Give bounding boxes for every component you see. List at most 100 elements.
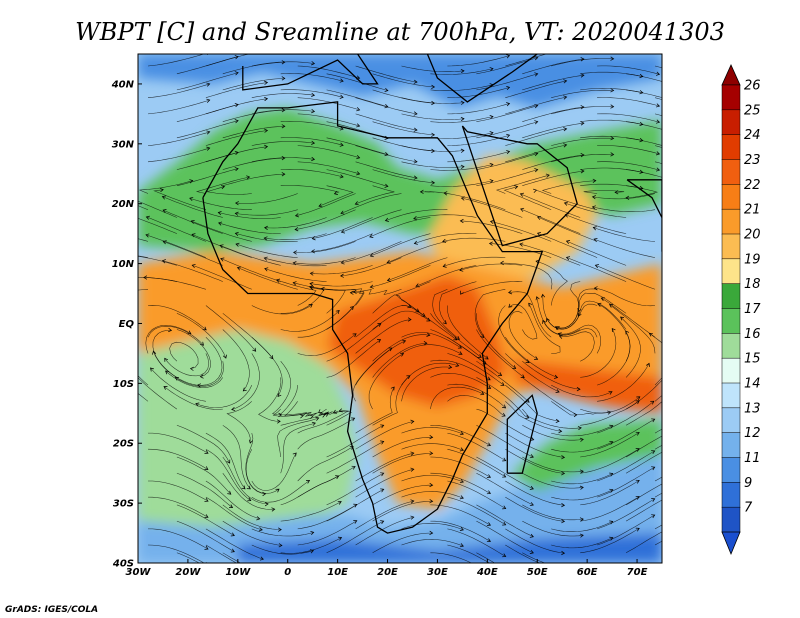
streamline-arrow [528, 302, 533, 307]
streamline [163, 386, 223, 410]
streamline-arrow [519, 242, 524, 247]
streamline [597, 330, 631, 386]
streamline-arrow [305, 480, 311, 484]
streamline-arrow [230, 548, 235, 553]
streamline [341, 241, 402, 264]
streamline [401, 161, 465, 168]
streamline-arrow [460, 116, 465, 122]
streamline-arrow [235, 242, 240, 247]
streamline-arrow [161, 195, 166, 200]
streamline [474, 289, 506, 338]
streamline [413, 214, 477, 219]
streamline [147, 147, 210, 163]
streamline [505, 337, 558, 378]
streamline-arrow [580, 169, 585, 174]
streamline [293, 241, 356, 253]
lon-tick-label: 10W [225, 567, 251, 578]
streamline-arrow [115, 253, 118, 257]
streamline [245, 433, 266, 495]
streamline [341, 209, 402, 233]
streamline [280, 310, 340, 332]
streamline [369, 217, 431, 238]
streamline-arrow [292, 452, 297, 457]
streamline [162, 260, 223, 282]
streamline-arrow [410, 467, 415, 472]
streamline [519, 243, 581, 266]
streamline [309, 281, 373, 287]
streamline [447, 480, 506, 509]
streamline-arrow [114, 278, 117, 282]
streamline-arrow [339, 94, 344, 99]
streamline [355, 421, 414, 450]
streamline [551, 441, 613, 453]
streamline-arrow [281, 172, 286, 177]
streamline-arrow [498, 372, 503, 376]
streamline [372, 375, 411, 426]
streamline [297, 161, 360, 175]
streamline-arrow [506, 102, 511, 107]
streamline [222, 520, 282, 546]
streamline-arrow [680, 521, 683, 525]
streamline-arrow [442, 320, 447, 325]
streamline-arrow [206, 98, 211, 103]
colorbar-label: 9 [744, 476, 752, 491]
streamline-arrow [352, 333, 357, 338]
streamline [295, 209, 356, 230]
streamline [283, 401, 317, 417]
streamline [566, 240, 627, 266]
streamline [654, 540, 662, 546]
streamline-arrow [145, 233, 150, 238]
streamline-arrow [311, 249, 315, 254]
streamline-arrow [529, 485, 534, 490]
streamline [220, 258, 281, 282]
streamline [297, 446, 354, 482]
streamline [222, 504, 282, 530]
streamline-arrow [536, 215, 542, 220]
streamline [280, 185, 340, 195]
streamline [476, 105, 538, 122]
streamline-arrow [271, 507, 276, 512]
streamline-arrow [579, 437, 584, 442]
streamline [355, 319, 412, 354]
streamline [340, 193, 402, 214]
colorbar-swatch [721, 233, 741, 260]
streamline [355, 468, 414, 498]
region-indian-green [512, 419, 662, 492]
streamline-arrow [591, 205, 596, 210]
streamline [580, 396, 640, 414]
streamline [385, 209, 448, 221]
streamline [372, 294, 426, 317]
streamline [460, 220, 523, 234]
streamline-arrow [458, 351, 463, 356]
streamline-arrow [480, 391, 485, 396]
streamline-arrow [593, 286, 598, 291]
streamline-arrow [410, 419, 415, 424]
streamline [447, 448, 506, 478]
streamline-arrow [591, 195, 596, 200]
streamline-arrow [190, 219, 195, 224]
region-arabia-orange [427, 155, 598, 288]
streamline [143, 277, 206, 290]
streamline-arrow [592, 226, 597, 231]
region-congo-core [327, 275, 508, 408]
streamline-arrow [459, 218, 464, 224]
streamline [147, 325, 204, 346]
streamline [609, 304, 656, 354]
streamline-arrow [712, 476, 715, 480]
streamline-arrow [354, 201, 359, 206]
lat-tick-label: 40S [112, 559, 134, 570]
streamline-arrow [231, 406, 236, 412]
streamline [505, 96, 567, 115]
streamline [442, 237, 506, 242]
streamline-arrow [563, 143, 568, 148]
streamline-arrow [96, 358, 100, 361]
streamline [176, 168, 239, 186]
streamline-arrow [337, 500, 342, 505]
streamline [251, 452, 297, 491]
streamline-arrow [278, 543, 283, 548]
lon-tick-label: 70E [627, 567, 648, 578]
streamline [150, 367, 206, 402]
streamline [148, 432, 209, 454]
streamline-arrow [204, 466, 209, 470]
streamline-arrow [236, 266, 241, 271]
